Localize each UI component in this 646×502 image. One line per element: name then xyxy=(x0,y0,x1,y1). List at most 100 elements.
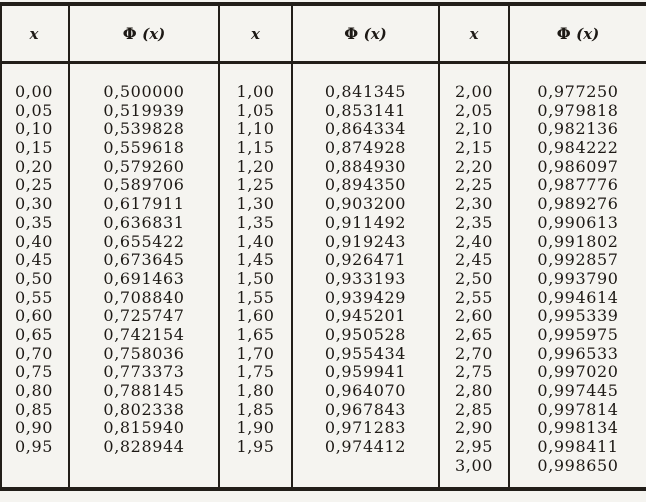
table-cell: 0,939429 xyxy=(324,287,407,307)
table-cell: 2,55 xyxy=(454,287,494,307)
table-cell: 0,35 xyxy=(14,212,54,232)
table-cell: 0,55 xyxy=(14,287,54,307)
table-cell: 0,995975 xyxy=(537,324,619,344)
table-cell: 1,70 xyxy=(236,343,275,363)
table-cell: 0,971283 xyxy=(324,418,407,438)
table-cell: 0,911492 xyxy=(324,212,407,232)
table-cell: 0,758036 xyxy=(103,343,185,363)
phi-symbol-label: Φ xyxy=(344,24,359,43)
table-cell: 0,989276 xyxy=(537,194,619,214)
table-cell: 0,617911 xyxy=(103,194,185,214)
table-cell: 2,95 xyxy=(454,437,494,457)
table-cell: 0,984222 xyxy=(537,138,619,158)
table-cell: 0,75 xyxy=(14,362,54,382)
header-cell-x: x xyxy=(0,6,70,61)
header-cell-x: x xyxy=(220,6,293,61)
header-cell-phi: Φ (x) xyxy=(70,6,220,61)
table-cell: 0,30 xyxy=(14,194,54,214)
table-cell: 0,10 xyxy=(14,119,54,139)
table-cell: 0,673645 xyxy=(103,250,185,270)
top-border-line xyxy=(0,2,646,6)
table-cell: 1,50 xyxy=(236,268,275,288)
table-cell: 0,788145 xyxy=(103,381,185,400)
table-cell: 0,559618 xyxy=(103,138,185,158)
table-cell: 0,15 xyxy=(14,138,54,158)
table-cell: 3,00 xyxy=(454,455,494,475)
table-cell: 1,05 xyxy=(236,100,275,120)
table-cell: 0,874928 xyxy=(324,138,407,158)
table-cell: 0,959941 xyxy=(324,362,407,382)
table-cell: 0,995339 xyxy=(537,306,619,326)
table-cell: 2,50 xyxy=(454,268,494,288)
table-cell: 1,15 xyxy=(236,138,275,158)
table-cell: 0,919243 xyxy=(324,231,407,251)
table-cell: 0,974412 xyxy=(324,437,407,457)
table-cell: 2,05 xyxy=(454,100,494,120)
table-cell: 0,50 xyxy=(14,268,54,288)
table-cell: 1,60 xyxy=(236,306,275,326)
table-cell: 1,30 xyxy=(236,194,275,214)
table-cell: 2,35 xyxy=(454,212,494,232)
table-cell: 0,05 xyxy=(14,100,54,120)
phi-argument-label: (x) xyxy=(363,24,387,43)
x-variable-label: x xyxy=(251,24,260,43)
table-cell: 1,10 xyxy=(236,119,275,139)
table-cell: 0,997814 xyxy=(537,399,619,419)
phi-symbol-label: Φ xyxy=(556,24,572,43)
table-cell: 0,933193 xyxy=(324,268,407,288)
table-cell: 0,65 xyxy=(14,324,54,344)
table-cell: 0,95 xyxy=(14,437,54,457)
table-cell: 2,60 xyxy=(454,306,494,326)
table-cell: 0,725747 xyxy=(103,306,185,326)
table-cell: 1,40 xyxy=(236,231,275,251)
table-cell: 0,60 xyxy=(14,306,54,326)
table-cell: 0,45 xyxy=(14,250,54,270)
table-cell: 0,996533 xyxy=(537,343,619,363)
table-cell: 2,25 xyxy=(454,175,494,195)
phi-column: 0,500000 0,519939 0,539828 0,559618 0,579260… xyxy=(70,64,220,487)
table-cell: 1,55 xyxy=(236,287,275,307)
table-cell: 0,994614 xyxy=(537,287,619,307)
table-cell: 0,864334 xyxy=(324,119,407,139)
table-cell: 1,00 xyxy=(236,82,275,101)
header-cell-phi: Φ (x) xyxy=(293,6,440,61)
table-cell: 0,773373 xyxy=(103,362,185,382)
header-cell-x: x xyxy=(440,6,510,61)
table-cell: 2,40 xyxy=(454,231,494,251)
x-variable-label: x xyxy=(29,24,39,43)
x-column: 1,00 1,05 1,10 1,15 1,20 1,25 1,30 1,35 1,40 1,45… xyxy=(220,64,293,487)
table-cell: 0,884930 xyxy=(324,156,407,176)
table-cell: 0,20 xyxy=(14,156,54,176)
table-cell: 0,950528 xyxy=(324,324,407,344)
table-cell: 0,841345 xyxy=(324,82,407,101)
table-cell: 0,25 xyxy=(14,175,54,195)
table-cell: 0,85 xyxy=(14,399,54,419)
table-cell: 0,997020 xyxy=(537,362,619,382)
table-cell: 0,955434 xyxy=(324,343,407,363)
table-cell: 0,815940 xyxy=(103,418,185,438)
table-cell: 0,986097 xyxy=(537,156,619,176)
table-cell: 1,75 xyxy=(236,362,275,382)
table-cell: 1,65 xyxy=(236,324,275,344)
table-cell: 0,579260 xyxy=(103,156,185,176)
header-cell-phi: Φ (x) xyxy=(510,6,646,61)
phi-symbol-label: Φ xyxy=(122,24,138,43)
table-cell: 0,903200 xyxy=(324,194,407,214)
table-cell: 0,993790 xyxy=(537,268,619,288)
table-cell: 0,00 xyxy=(14,82,54,101)
table-cell: 2,80 xyxy=(454,381,494,400)
phi-distribution-table-body: 0,00 0,05 0,10 0,15 0,20 0,25 0,30 0,35 0,40 0,45… xyxy=(0,64,646,487)
table-cell: 0,90 xyxy=(14,418,54,438)
table-cell: 1,90 xyxy=(236,418,275,438)
table-cell: 0,636831 xyxy=(103,212,185,232)
table-cell xyxy=(0,457,68,476)
table-cell: 0,802338 xyxy=(103,399,185,419)
table-cell: 0,945201 xyxy=(324,306,407,326)
phi-argument-label: (x) xyxy=(576,24,600,43)
table-cell: 1,95 xyxy=(236,437,275,457)
phi-column: 0,977250 0,979818 0,982136 0,984222 0,986097… xyxy=(510,64,646,487)
table-cell: 0,589706 xyxy=(103,175,185,195)
table-cell: 1,35 xyxy=(236,212,275,232)
table-cell xyxy=(293,457,438,476)
table-cell: 0,967843 xyxy=(324,399,407,419)
